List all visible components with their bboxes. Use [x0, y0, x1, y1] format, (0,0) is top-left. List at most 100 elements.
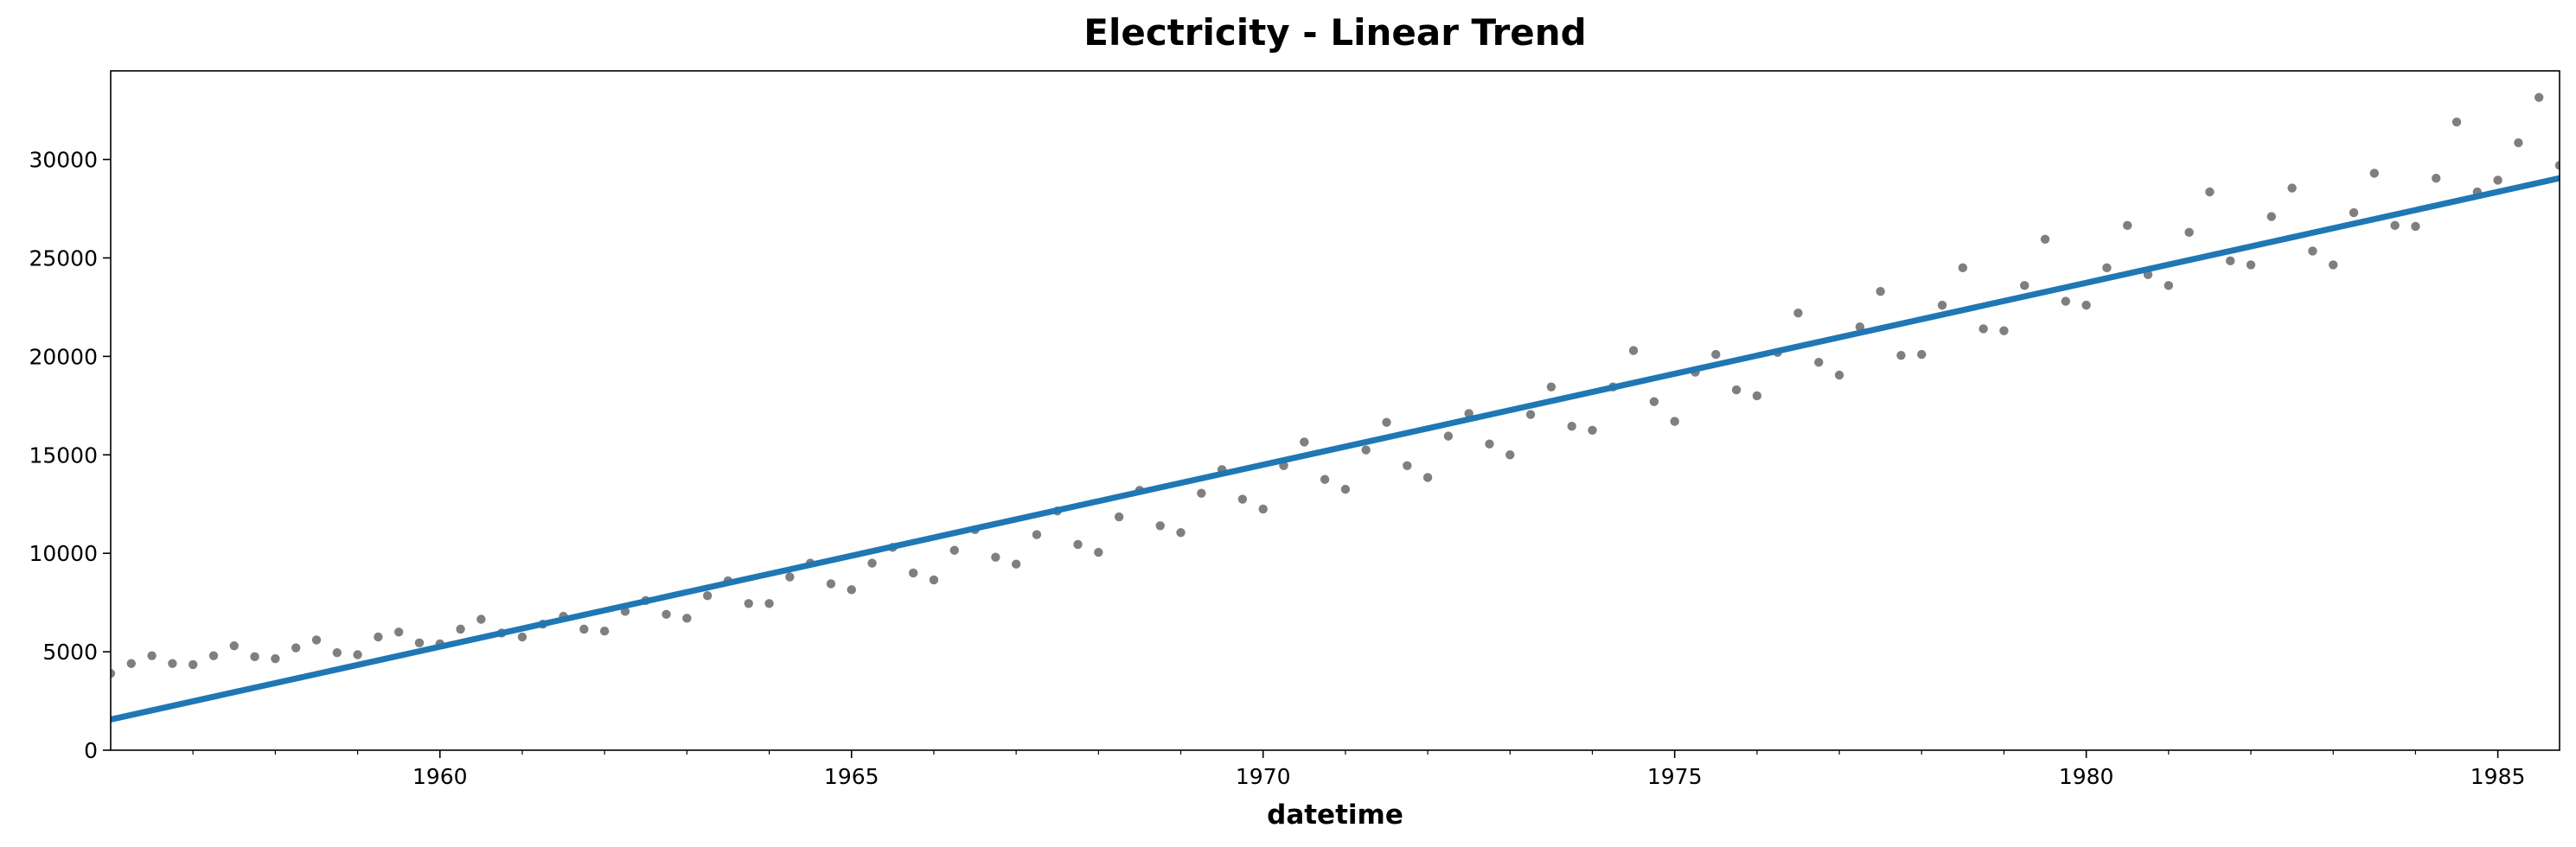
data-point [2411, 221, 2420, 232]
data-point [1649, 397, 1659, 406]
data-point [1731, 385, 1742, 395]
data-point [2287, 183, 2297, 193]
data-point [271, 653, 280, 664]
data-point [111, 668, 116, 678]
data-point [1300, 437, 1309, 447]
x-axis: 1960 1965 1970 1975 1980 1985 [192, 750, 2526, 789]
data-point [2040, 234, 2050, 244]
data-point [826, 579, 836, 589]
data-point [1197, 488, 1206, 498]
data-point [456, 624, 465, 634]
data-point [311, 635, 322, 645]
trend-line [111, 175, 2560, 723]
data-point [929, 575, 939, 585]
data-point [2329, 260, 2338, 270]
data-point [476, 615, 486, 624]
data-point [2432, 173, 2441, 183]
data-point [1011, 559, 1021, 569]
data-point [867, 558, 877, 568]
data-point [579, 624, 589, 634]
data-point [2390, 220, 2400, 231]
data-point [1937, 300, 1947, 310]
x-axis-label: datetime [1267, 799, 1403, 831]
data-point [291, 643, 301, 653]
data-point [2226, 256, 2235, 266]
plot-area [110, 70, 2560, 751]
data-point [147, 651, 157, 660]
y-tick-label: 15000 [29, 443, 98, 468]
data-point [1567, 422, 1576, 431]
data-point [1340, 484, 1351, 494]
data-point [229, 641, 239, 651]
chart-title: Electricity - Linear Trend [1083, 11, 1587, 54]
x-tick-label: 1985 [2471, 764, 2526, 789]
data-point [517, 632, 527, 642]
data-point [2164, 281, 2174, 290]
data-point [2184, 227, 2194, 238]
data-point [1834, 370, 1844, 380]
y-tick-label: 10000 [29, 541, 98, 566]
data-point [1546, 382, 1556, 392]
data-point [1443, 431, 1454, 441]
x-tick-label: 1960 [412, 764, 468, 789]
trend-line-layer [111, 175, 2560, 723]
data-point [2123, 220, 2132, 231]
data-point [2246, 260, 2256, 270]
x-tick-label: 1965 [824, 764, 879, 789]
data-point [1978, 324, 1988, 334]
data-point [1876, 286, 1885, 296]
data-point [374, 632, 383, 642]
data-point [1670, 417, 1679, 426]
data-points [111, 92, 2560, 678]
data-point [188, 659, 198, 670]
x-tick-label: 1970 [1236, 764, 1291, 789]
data-point [1525, 410, 1536, 419]
data-point [1114, 512, 1124, 522]
data-point [1711, 349, 1721, 360]
data-point [2102, 263, 2112, 273]
data-point [1155, 521, 1165, 531]
data-point [1361, 445, 1371, 455]
data-point [208, 651, 219, 660]
data-point [353, 650, 362, 659]
data-point [2514, 137, 2523, 148]
data-point [1382, 417, 1391, 427]
data-point [332, 648, 342, 658]
data-point [2493, 175, 2502, 185]
data-point [1258, 504, 1268, 514]
data-point [126, 659, 136, 668]
y-axis: 0 5000 10000 15000 20000 25000 30000 [29, 148, 111, 763]
y-tick-label: 5000 [42, 640, 98, 665]
data-point [744, 599, 753, 608]
data-point [682, 614, 692, 623]
data-point [2451, 118, 2462, 127]
plot-frame [110, 70, 2560, 751]
data-point [1505, 450, 1515, 460]
data-point [702, 590, 713, 601]
data-point [991, 552, 1000, 562]
data-point [1855, 322, 1865, 332]
data-point [2534, 92, 2544, 102]
y-tick-label: 30000 [29, 148, 98, 173]
data-point [1917, 349, 1927, 360]
data-point [599, 626, 610, 636]
data-point [2308, 246, 2317, 256]
y-tick-label: 0 [84, 738, 98, 763]
data-point [764, 599, 774, 608]
data-point [847, 585, 856, 595]
data-point [2369, 169, 2380, 178]
data-point [2081, 300, 2091, 310]
data-point [1814, 357, 1824, 367]
data-point [393, 627, 404, 637]
data-point [1752, 391, 1762, 401]
data-point [414, 638, 425, 648]
data-point [1176, 528, 1186, 538]
y-tick-label: 20000 [29, 344, 98, 369]
data-point [1896, 351, 1906, 360]
data-point [168, 659, 177, 668]
data-point [1958, 263, 1968, 273]
data-point [1422, 473, 1433, 482]
data-point [1320, 474, 1330, 484]
